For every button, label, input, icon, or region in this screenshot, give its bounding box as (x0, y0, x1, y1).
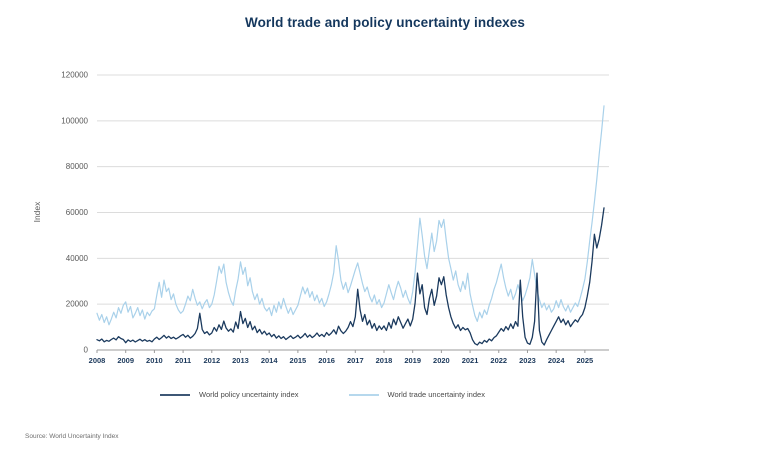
svg-text:2021: 2021 (462, 356, 479, 365)
svg-text:80000: 80000 (66, 162, 89, 171)
source-note: Source: World Uncertainty Index (25, 433, 119, 440)
trade-line-swatch (348, 393, 379, 396)
svg-text:2013: 2013 (232, 356, 249, 365)
svg-text:2010: 2010 (146, 356, 163, 365)
svg-text:2024: 2024 (548, 356, 566, 365)
svg-text:100000: 100000 (61, 116, 88, 125)
svg-text:2014: 2014 (261, 356, 279, 365)
svg-text:60000: 60000 (66, 208, 89, 217)
svg-text:2008: 2008 (89, 356, 106, 365)
svg-text:40000: 40000 (66, 254, 89, 263)
svg-text:2020: 2020 (433, 356, 450, 365)
svg-text:2016: 2016 (318, 356, 335, 365)
svg-text:2015: 2015 (290, 356, 307, 365)
svg-text:2019: 2019 (404, 356, 421, 365)
legend-label-policy: World policy uncertainty index (199, 390, 299, 399)
svg-text:Index: Index (32, 201, 42, 223)
legend: World policy uncertainty index World tra… (0, 390, 645, 399)
svg-text:20000: 20000 (66, 300, 89, 309)
legend-item-policy: World policy uncertainty index (160, 390, 299, 399)
legend-item-trade: World trade uncertainty index (348, 390, 485, 399)
svg-text:2011: 2011 (175, 356, 191, 365)
policy-line-swatch (160, 393, 191, 396)
svg-text:0: 0 (84, 346, 89, 355)
svg-text:2022: 2022 (490, 356, 507, 365)
svg-text:2025: 2025 (577, 356, 594, 365)
svg-text:2017: 2017 (347, 356, 364, 365)
svg-text:2009: 2009 (117, 356, 134, 365)
svg-text:2023: 2023 (519, 356, 536, 365)
chart-title: World trade and policy uncertainty index… (244, 15, 525, 30)
svg-text:2012: 2012 (203, 356, 220, 365)
legend-label-trade: World trade uncertainty index (387, 390, 485, 399)
svg-text:2018: 2018 (376, 356, 393, 365)
svg-text:120000: 120000 (61, 71, 88, 80)
